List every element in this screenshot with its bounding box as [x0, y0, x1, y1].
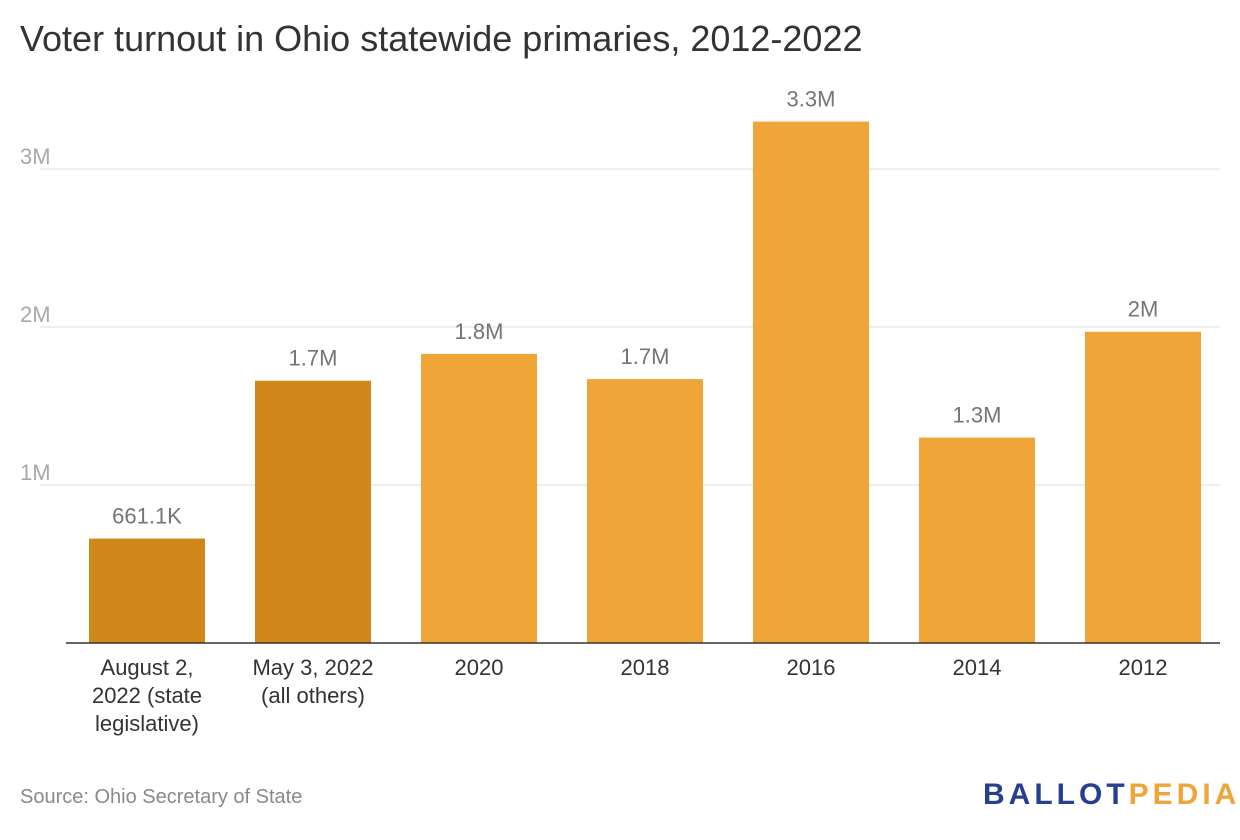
- bar-chart: 1M 2M 3M 661.1K August 2, 2022 (state legislat…: [20, 87, 1220, 736]
- x-tick-label: 2016: [787, 655, 836, 680]
- bar: [255, 380, 371, 643]
- data-label: 3.3M: [787, 87, 836, 112]
- chart-title: Voter turnout in Ohio statewide primarie…: [20, 18, 863, 59]
- y-tick-label: 2M: [20, 302, 51, 327]
- bar: [587, 379, 703, 643]
- y-tick-label: 1M: [20, 460, 51, 485]
- ballotpedia-logo: BALLOTPEDIA: [983, 778, 1240, 812]
- logo-text-pedia: PEDIA: [1128, 778, 1240, 811]
- bar: [421, 353, 537, 643]
- data-label: 1.3M: [953, 403, 1002, 428]
- data-label: 1.7M: [289, 346, 338, 371]
- data-label: 661.1K: [112, 504, 182, 529]
- x-tick-label: May 3, 2022 (all others): [252, 655, 373, 708]
- source-note: Source: Ohio Secretary of State: [20, 786, 303, 808]
- x-tick-label: 2018: [621, 655, 670, 680]
- bar: [1085, 331, 1201, 643]
- data-label: 1.8M: [455, 319, 504, 344]
- bar: [919, 437, 1035, 643]
- logo-text-ballot: BALLOT: [983, 778, 1129, 811]
- x-tick-label: August 2, 2022 (state legislative): [92, 655, 202, 736]
- data-label: 1.7M: [621, 344, 670, 369]
- x-tick-label: 2012: [1119, 655, 1168, 680]
- x-tick-label: 2014: [953, 655, 1002, 680]
- y-tick-label: 3M: [20, 144, 51, 169]
- bar: [89, 538, 205, 643]
- data-label: 2M: [1128, 297, 1159, 322]
- bar: [753, 121, 869, 644]
- x-tick-label: 2020: [455, 655, 504, 680]
